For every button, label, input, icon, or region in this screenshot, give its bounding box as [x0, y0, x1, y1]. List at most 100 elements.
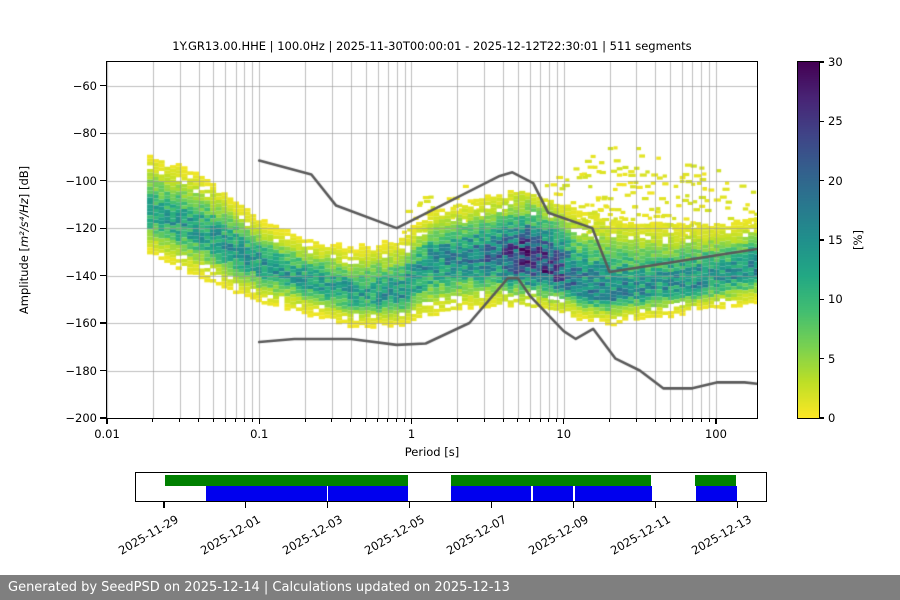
- timeline-blue-segment: [451, 485, 652, 501]
- y-tick-mark: [100, 227, 107, 229]
- x-minor-tick-mark: [179, 418, 181, 422]
- availability-timeline: [135, 472, 767, 502]
- y-tick-mark: [100, 180, 107, 182]
- x-tick-mark: [410, 418, 413, 424]
- x-minor-tick-mark: [700, 418, 702, 422]
- x-minor-tick-mark: [456, 418, 458, 422]
- plot-title: 1Y.GR13.00.HHE | 100.0Hz | 2025-11-30T00…: [172, 39, 692, 53]
- timeline-date-label: 2025-12-13: [689, 512, 755, 558]
- x-minor-tick-mark: [529, 418, 531, 422]
- y-tick-label: −120: [65, 221, 97, 236]
- x-tick-label: 10: [556, 427, 572, 441]
- timeline-tick-mark: [736, 501, 738, 508]
- colorbar-tick-label: 30: [828, 55, 843, 69]
- x-minor-tick-mark: [350, 418, 352, 422]
- timeline-date-label: 2025-12-05: [361, 512, 427, 558]
- colorbar-tick-mark: [819, 298, 824, 300]
- footer-text: Generated by SeedPSD on 2025-12-14 | Cal…: [8, 580, 510, 595]
- timeline-blue-segment: [696, 485, 737, 501]
- colorbar-tick-label: 20: [828, 173, 843, 188]
- y-tick-label: −60: [72, 78, 97, 93]
- x-tick-label: 100: [704, 427, 727, 441]
- x-minor-tick-mark: [251, 418, 253, 422]
- x-minor-tick-mark: [396, 418, 398, 422]
- colorbar-label: [%]: [851, 230, 865, 250]
- timeline-tick-mark: [245, 501, 247, 508]
- x-minor-tick-mark: [152, 418, 154, 422]
- colorbar-tick-label: 25: [828, 114, 843, 129]
- x-minor-tick-mark: [669, 418, 671, 422]
- x-minor-tick-mark: [387, 418, 389, 422]
- y-tick-label: −100: [65, 173, 97, 188]
- x-minor-tick-mark: [198, 418, 200, 422]
- timeline-segment-divider: [531, 485, 533, 501]
- y-tick-mark: [100, 417, 107, 419]
- x-minor-tick-mark: [691, 418, 693, 422]
- x-minor-tick-mark: [539, 418, 541, 422]
- x-minor-tick-mark: [635, 418, 637, 422]
- x-minor-tick-mark: [235, 418, 237, 422]
- y-tick-label: −80: [72, 126, 97, 141]
- colorbar-tick-label: 5: [828, 351, 836, 366]
- y-tick-mark: [100, 322, 107, 324]
- x-minor-tick-mark: [502, 418, 504, 422]
- y-axis-label-prefix: Amplitude [: [17, 247, 31, 315]
- x-minor-tick-mark: [517, 418, 519, 422]
- x-minor-tick-mark: [224, 418, 226, 422]
- x-tick-mark: [106, 418, 108, 424]
- x-minor-tick-mark: [243, 418, 245, 422]
- timeline-date-label: 2025-12-03: [279, 512, 345, 558]
- timeline-tick-mark: [409, 501, 411, 508]
- timeline-green-segment: [164, 474, 409, 486]
- y-tick-label: −180: [65, 363, 97, 378]
- x-axis-label: Period [s]: [404, 445, 460, 459]
- colorbar: [797, 61, 820, 419]
- x-tick-label: 0.1: [250, 427, 269, 441]
- y-tick-label: −160: [65, 316, 97, 331]
- timeline-tick-mark: [490, 501, 493, 508]
- x-minor-tick-mark: [377, 418, 379, 422]
- colorbar-tick-mark: [819, 358, 824, 360]
- timeline-date-label: 2025-12-11: [607, 512, 673, 558]
- y-tick-mark: [100, 132, 107, 134]
- timeline-segment-divider: [326, 485, 329, 501]
- y-tick-mark: [100, 369, 107, 372]
- timeline-green-segment: [694, 474, 736, 486]
- colorbar-tick-mark: [819, 417, 824, 419]
- y-tick-label: −140: [65, 268, 97, 283]
- x-tick-label: 0.01: [94, 427, 120, 441]
- timeline-green-segment: [451, 474, 651, 486]
- y-tick-mark: [100, 85, 107, 87]
- footer-bar: Generated by SeedPSD on 2025-12-14 | Cal…: [0, 575, 900, 600]
- y-axis-label-units: m²/s⁴/Hz: [17, 198, 31, 248]
- y-axis-label: Amplitude [m²/s⁴/Hz] [dB]: [17, 166, 31, 314]
- x-minor-tick-mark: [609, 418, 611, 422]
- timeline-blue-segment: [205, 485, 409, 501]
- ppsd-heatmap-canvas: [107, 62, 757, 418]
- colorbar-tick-label: 0: [828, 411, 836, 425]
- timeline-tick-mark: [327, 501, 329, 508]
- timeline-date-label: 2025-12-07: [443, 512, 509, 558]
- x-tick-mark: [715, 418, 717, 424]
- x-tick-mark: [563, 418, 565, 424]
- x-tick-label: 1: [407, 427, 416, 441]
- y-tick-label: −200: [65, 411, 97, 425]
- x-minor-tick-mark: [331, 418, 333, 422]
- x-minor-tick-mark: [404, 418, 406, 422]
- x-minor-tick-mark: [548, 418, 550, 422]
- colorbar-tick-label: 10: [828, 292, 843, 307]
- x-minor-tick-mark: [483, 418, 485, 422]
- timeline-tick-mark: [163, 501, 165, 508]
- x-minor-tick-mark: [556, 418, 558, 422]
- timeline-tick-mark: [654, 501, 656, 508]
- colorbar-tick-label: 15: [828, 233, 843, 247]
- colorbar-tick-mark: [819, 61, 824, 63]
- x-minor-tick-mark: [365, 418, 367, 422]
- x-minor-tick-mark: [654, 418, 656, 422]
- y-tick-mark: [100, 275, 107, 277]
- x-minor-tick-mark: [708, 418, 710, 422]
- timeline-date-label: 2025-12-01: [198, 512, 263, 558]
- x-tick-mark: [258, 418, 260, 424]
- x-minor-tick-mark: [212, 418, 214, 422]
